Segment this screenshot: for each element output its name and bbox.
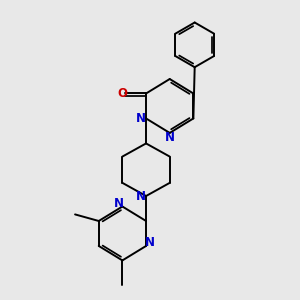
Text: N: N [136, 190, 146, 202]
Text: N: N [145, 236, 155, 249]
Text: O: O [117, 87, 128, 100]
Text: N: N [113, 197, 124, 210]
Text: N: N [136, 112, 146, 125]
Text: N: N [165, 131, 175, 144]
